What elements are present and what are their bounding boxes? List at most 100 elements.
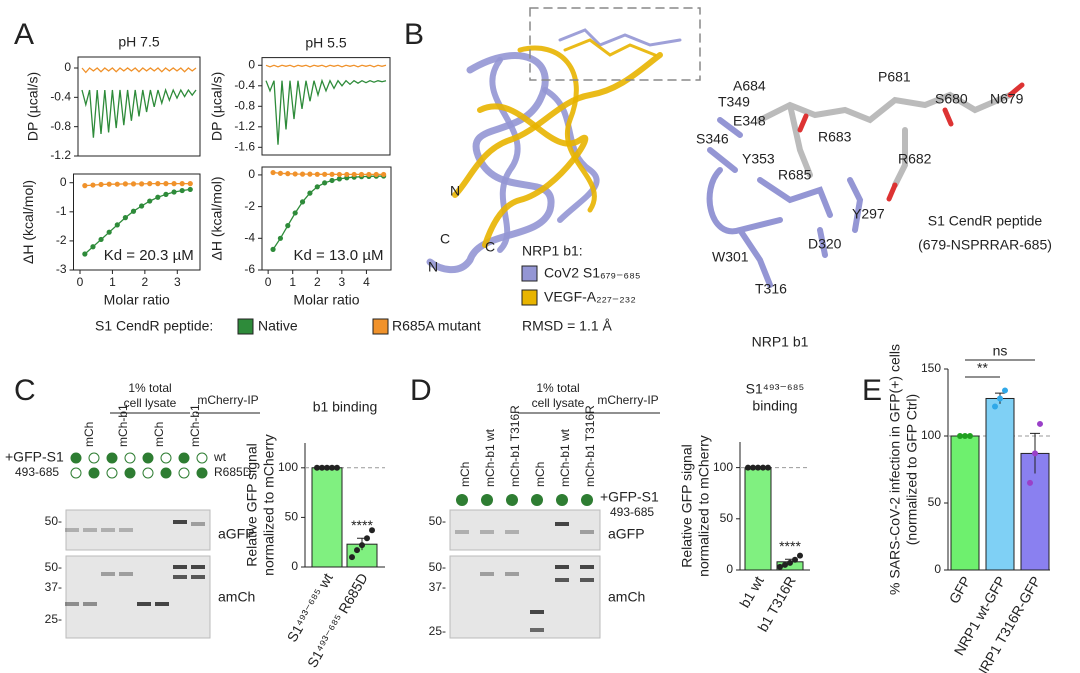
x-tick-label: 1	[109, 275, 116, 289]
lane-marker	[196, 467, 208, 479]
data-point	[997, 395, 1003, 402]
residue-label: E348	[733, 113, 766, 129]
data-point	[147, 198, 153, 204]
terminus-label: N	[428, 259, 438, 275]
data-point	[299, 171, 306, 177]
construct-label: 493-685	[610, 505, 654, 519]
blot-band	[580, 530, 594, 534]
y-tick-label: 0	[726, 562, 733, 576]
header-label: mCherry-IP	[197, 393, 258, 407]
x-tick-label: 1	[289, 275, 296, 289]
panel-label: D	[410, 374, 432, 407]
blot-band	[530, 628, 544, 632]
chart-title: pH 5.5	[305, 34, 346, 50]
residue-label: P681	[878, 69, 911, 85]
lane-label: mCh	[152, 422, 166, 447]
terminus-label: C	[485, 239, 495, 255]
data-point	[992, 403, 998, 410]
blot-band	[480, 530, 494, 534]
construct-label: 493-685	[15, 465, 59, 479]
y-tick-label: 100	[921, 428, 941, 442]
lane-marker	[124, 452, 136, 464]
antibody-label: amCh	[218, 589, 255, 605]
data-point	[344, 171, 350, 178]
legend-label: CoV2 S1₆₇₉₋₆₈₅	[544, 265, 641, 281]
zoom-box	[529, 7, 701, 81]
lane-marker	[178, 467, 190, 479]
lane-marker	[196, 452, 208, 464]
chart-title: S1⁴⁹³⁻⁶⁸⁵	[746, 381, 805, 397]
y-tick-label: -0.4	[234, 78, 255, 92]
mw-marker: 37-	[429, 580, 446, 594]
y-tick-label: 50	[720, 511, 734, 525]
data-point	[106, 229, 112, 235]
construct-label: +GFP-S1	[5, 449, 64, 465]
data-point	[369, 527, 375, 534]
blot	[65, 555, 211, 639]
data-point	[349, 554, 355, 561]
series-line	[84, 188, 191, 255]
data-point	[130, 181, 137, 187]
y-axis-label: DP (µcal/s)	[209, 72, 225, 141]
x-tick-label: 2	[142, 275, 149, 289]
y-tick-label: 150	[921, 361, 941, 375]
y-tick-label: 0	[64, 60, 71, 74]
data-point	[147, 181, 153, 187]
data-point	[163, 191, 169, 197]
annotation: ****	[779, 538, 801, 554]
lane-marker	[581, 494, 593, 506]
chart-title: binding	[752, 398, 797, 414]
peptide-sticks	[563, 38, 657, 57]
data-point	[130, 208, 137, 214]
annotation: Kd = 20.3 µM	[104, 247, 194, 264]
mw-marker: 50-	[429, 514, 446, 528]
data-point	[106, 181, 112, 187]
data-point	[329, 171, 335, 177]
lane-marker	[556, 494, 568, 506]
lane-marker	[106, 467, 118, 479]
y-axis-label: Relative GFP signal	[679, 444, 695, 567]
data-point	[270, 246, 276, 252]
atom-sticks	[797, 82, 1025, 202]
y-axis-label: DP (µcal/s)	[25, 72, 41, 141]
data-point	[336, 176, 342, 182]
blot-band	[191, 522, 205, 526]
series-line	[273, 171, 384, 176]
mw-marker: 50-	[45, 514, 62, 528]
header-label: 1% total	[128, 381, 171, 395]
residue-label: T316	[755, 281, 787, 297]
data-point	[354, 547, 360, 554]
legend-label: Native	[258, 318, 298, 334]
data-point	[957, 433, 963, 439]
b1-sticks	[706, 117, 864, 288]
data-point	[277, 235, 284, 241]
y-tick-label: -1	[56, 204, 67, 218]
annotation: Kd = 13.0 µM	[294, 247, 384, 264]
lane-marker	[506, 494, 518, 506]
peptide-sticks	[757, 91, 1013, 188]
x-tick-label: GFP	[946, 573, 974, 606]
data-point	[319, 464, 325, 471]
residue-label: N679	[990, 91, 1024, 107]
x-axis-label: Molar ratio	[293, 292, 359, 308]
x-tick-label: 4	[363, 275, 370, 289]
mw-marker: 25-	[45, 612, 62, 626]
blot-band	[580, 565, 594, 569]
data-point	[364, 535, 370, 542]
header-label: 1% total	[536, 381, 579, 395]
data-point	[122, 181, 128, 187]
lane-label: mCh-b1 wt	[483, 428, 497, 487]
residue-label: W301	[712, 249, 749, 265]
data-point	[797, 552, 803, 559]
lane-marker	[70, 467, 82, 479]
y-tick-label: 0	[291, 559, 298, 573]
data-point	[755, 464, 761, 471]
x-axis-label: Molar ratio	[104, 292, 170, 308]
data-point	[155, 181, 161, 187]
y-tick-label: -4	[244, 230, 255, 244]
data-point	[307, 190, 313, 196]
residue-label: Y353	[742, 151, 775, 167]
panel-label: C	[14, 374, 36, 407]
series-line	[81, 67, 197, 74]
y-axis-label: Relative GFP signal	[244, 443, 260, 566]
